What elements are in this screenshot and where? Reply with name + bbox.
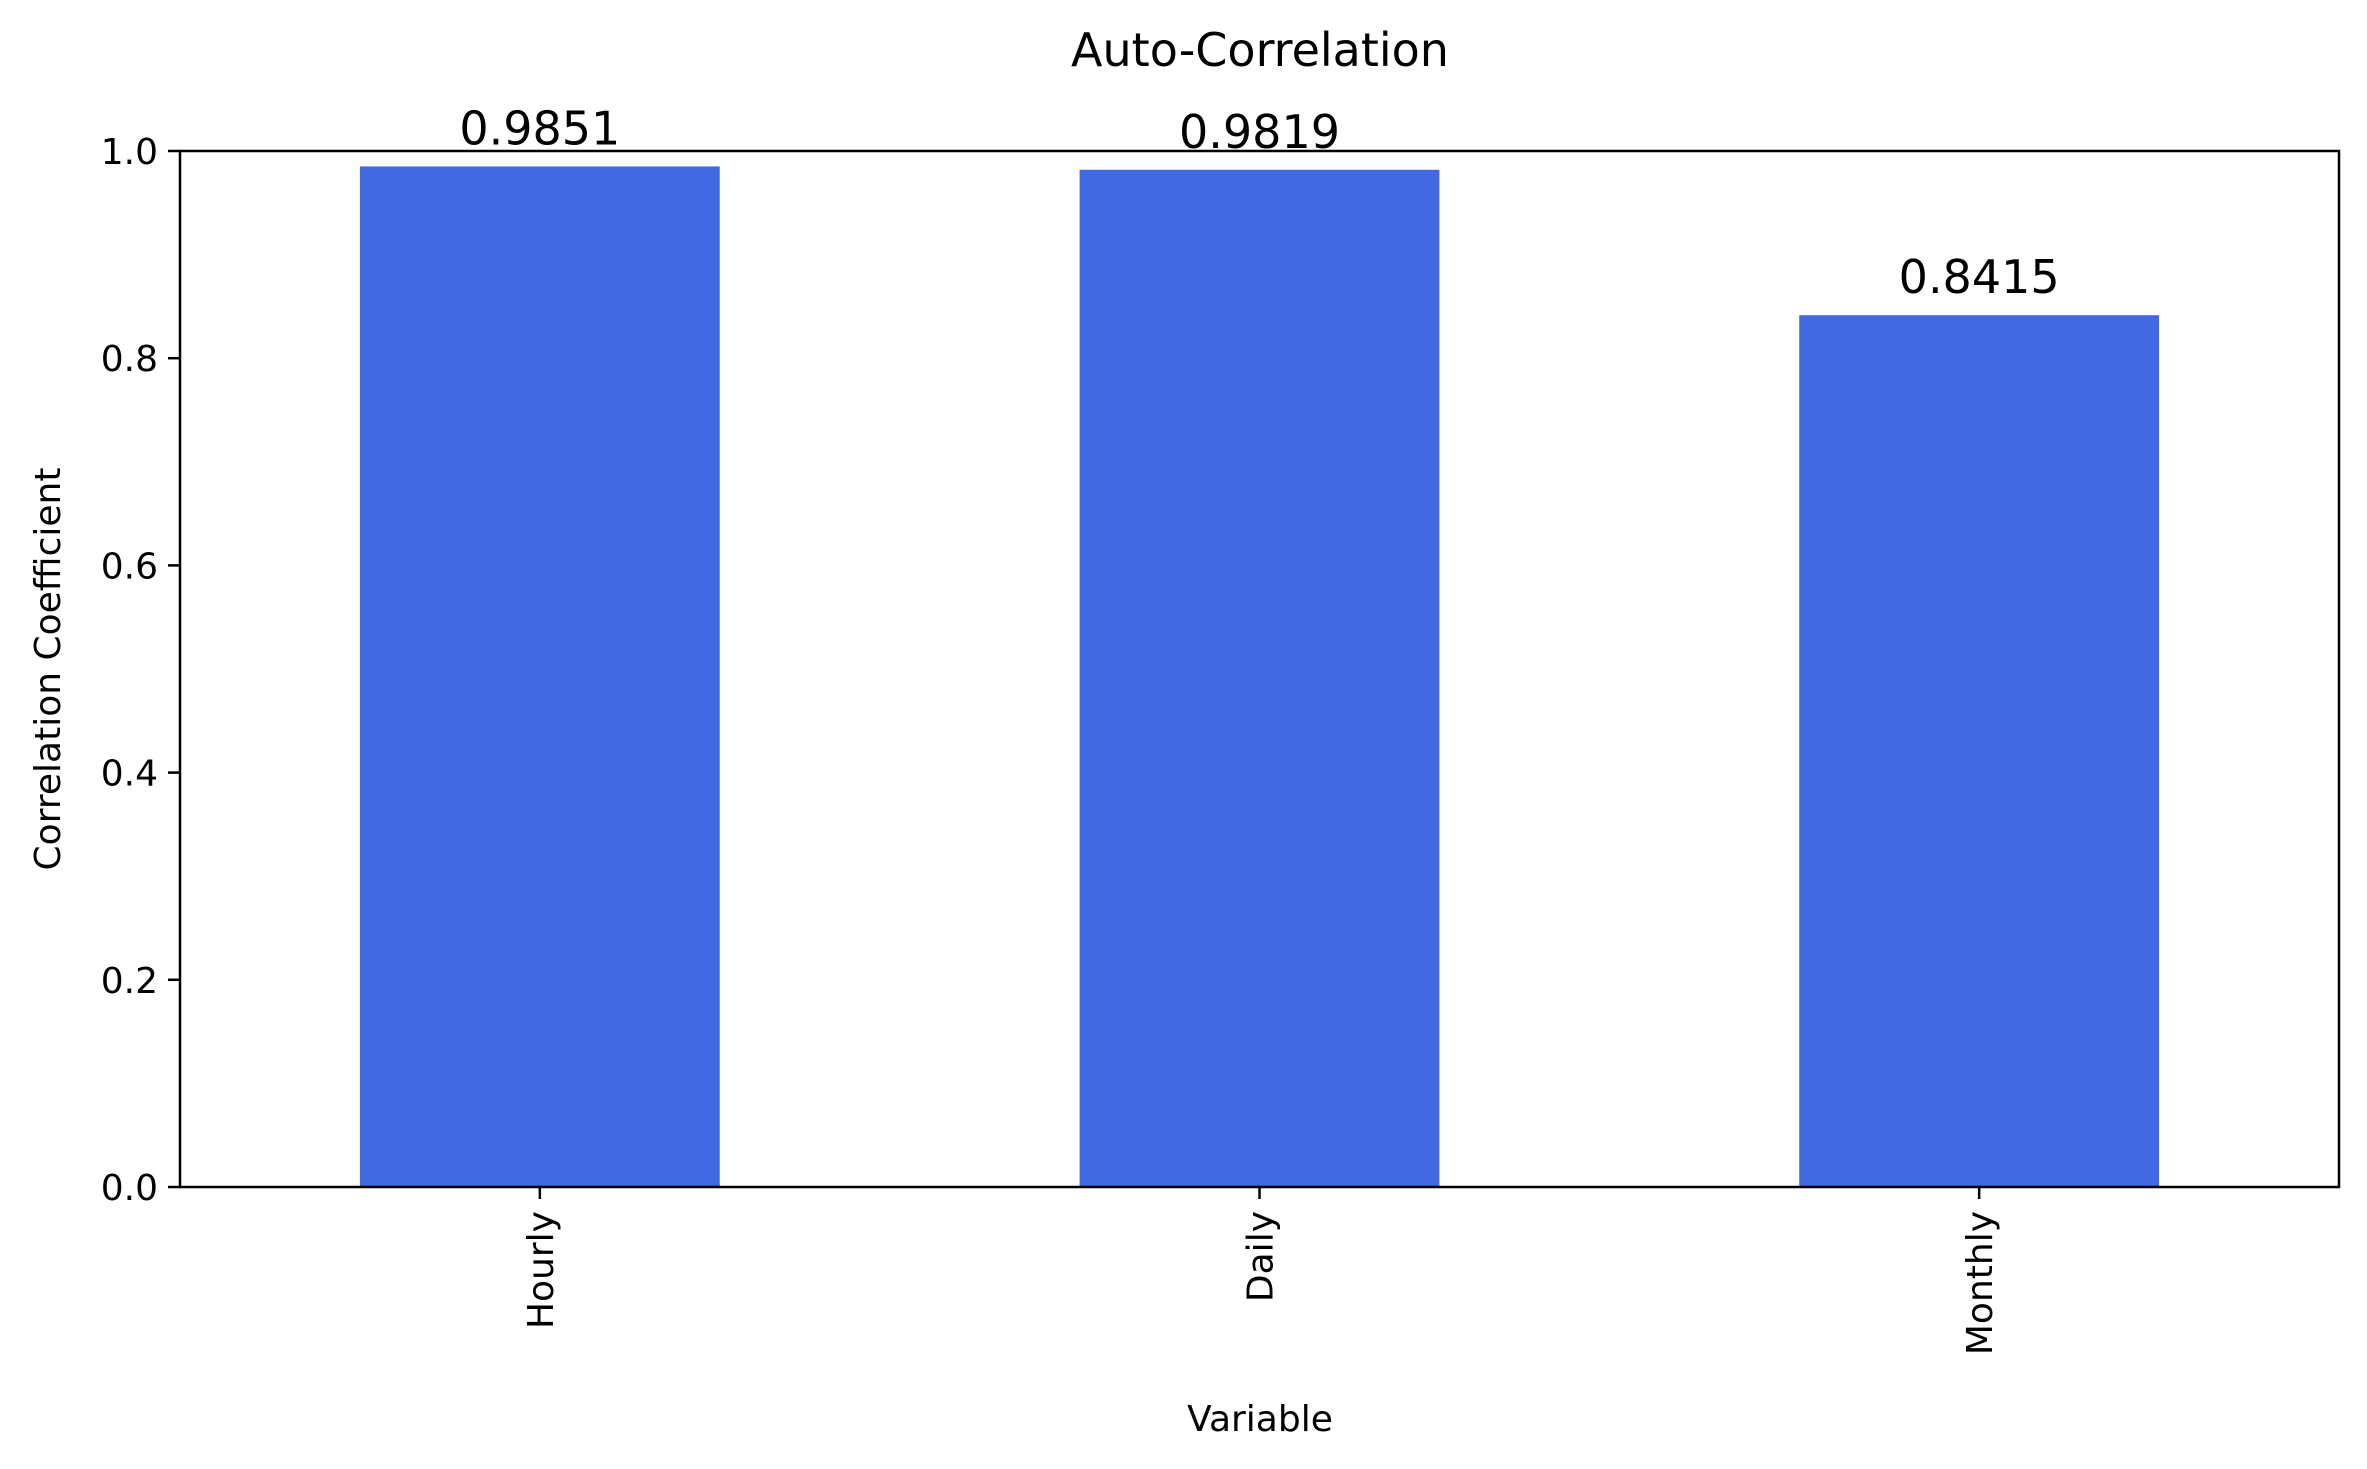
x-tick-label-daily: Daily <box>1241 1211 1282 1302</box>
y-tick-label: 1.0 <box>101 132 158 173</box>
chart-title: Auto-Correlation <box>1071 23 1449 77</box>
y-tick-label: 0.6 <box>101 546 158 587</box>
x-axis-label: Variable <box>1187 1399 1333 1440</box>
x-tick-label-monthly: Monthly <box>1960 1211 2001 1355</box>
y-tick-label: 0.4 <box>101 754 158 795</box>
y-axis-label: Correlation Coefficient <box>28 468 69 871</box>
data-label-hourly: 0.9851 <box>459 101 620 155</box>
y-tick-label: 0.2 <box>101 961 158 1002</box>
bar-monthly <box>1799 315 2160 1187</box>
y-tick-label: 0.8 <box>101 339 158 380</box>
bars-group <box>359 166 2160 1188</box>
data-label-monthly: 0.8415 <box>1899 250 2060 304</box>
x-tick-label-hourly: Hourly <box>521 1211 562 1329</box>
x-axis: Hourly Daily Monthly <box>521 1187 2001 1355</box>
y-tick-label: 0.0 <box>101 1168 158 1209</box>
bar-daily <box>1079 169 1440 1188</box>
bar-hourly <box>359 166 720 1187</box>
y-axis: 0.0 0.2 0.4 0.6 0.8 1.0 <box>101 132 180 1209</box>
